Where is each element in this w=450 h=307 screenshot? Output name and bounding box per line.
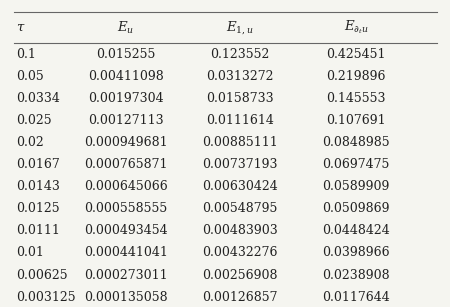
Text: 0.0238908: 0.0238908 [322,269,390,282]
Text: $E_{\partial_t u}$: $E_{\partial_t u}$ [344,19,369,37]
Text: 0.000558555: 0.000558555 [84,202,167,215]
Text: 0.0313272: 0.0313272 [206,70,274,83]
Text: 0.00256908: 0.00256908 [202,269,278,282]
Text: 0.00126857: 0.00126857 [202,291,278,304]
Text: 0.00483903: 0.00483903 [202,224,278,237]
Text: 0.015255: 0.015255 [96,48,155,60]
Text: 0.0111: 0.0111 [16,224,59,237]
Text: $\tau$: $\tau$ [16,21,25,34]
Text: 0.0143: 0.0143 [16,180,59,193]
Text: 0.0158733: 0.0158733 [206,92,274,105]
Text: 0.0111614: 0.0111614 [206,114,274,127]
Text: 0.0448424: 0.0448424 [322,224,390,237]
Text: 0.00548795: 0.00548795 [202,202,278,215]
Text: 0.00625: 0.00625 [16,269,68,282]
Text: 0.000493454: 0.000493454 [84,224,167,237]
Text: 0.0848985: 0.0848985 [322,136,390,149]
Text: 0.0509869: 0.0509869 [322,202,390,215]
Text: 0.145553: 0.145553 [326,92,386,105]
Text: $E_u$: $E_u$ [117,20,134,36]
Text: 0.00630424: 0.00630424 [202,180,278,193]
Text: 0.000645066: 0.000645066 [84,180,167,193]
Text: 0.05: 0.05 [16,70,44,83]
Text: 0.219896: 0.219896 [326,70,386,83]
Text: 0.000441041: 0.000441041 [84,247,167,259]
Text: 0.025: 0.025 [16,114,51,127]
Text: 0.0697475: 0.0697475 [323,158,390,171]
Text: 0.1: 0.1 [16,48,36,60]
Text: 0.0125: 0.0125 [16,202,59,215]
Text: 0.02: 0.02 [16,136,44,149]
Text: 0.00127113: 0.00127113 [88,114,163,127]
Text: 0.00197304: 0.00197304 [88,92,163,105]
Text: 0.000765871: 0.000765871 [84,158,167,171]
Text: 0.0167: 0.0167 [16,158,59,171]
Text: 0.0398966: 0.0398966 [322,247,390,259]
Text: 0.107691: 0.107691 [326,114,386,127]
Text: 0.000273011: 0.000273011 [84,269,167,282]
Text: 0.00737193: 0.00737193 [202,158,278,171]
Text: 0.000135058: 0.000135058 [84,291,167,304]
Text: 0.425451: 0.425451 [326,48,386,60]
Text: 0.0589909: 0.0589909 [323,180,390,193]
Text: 0.00432276: 0.00432276 [202,247,278,259]
Text: 0.00885111: 0.00885111 [202,136,278,149]
Text: 0.01: 0.01 [16,247,44,259]
Text: 0.0117644: 0.0117644 [322,291,390,304]
Text: 0.000949681: 0.000949681 [84,136,167,149]
Text: 0.123552: 0.123552 [210,48,270,60]
Text: 0.003125: 0.003125 [16,291,76,304]
Text: 0.00411098: 0.00411098 [88,70,163,83]
Text: 0.0334: 0.0334 [16,92,59,105]
Text: $E_{1,u}$: $E_{1,u}$ [226,19,254,36]
